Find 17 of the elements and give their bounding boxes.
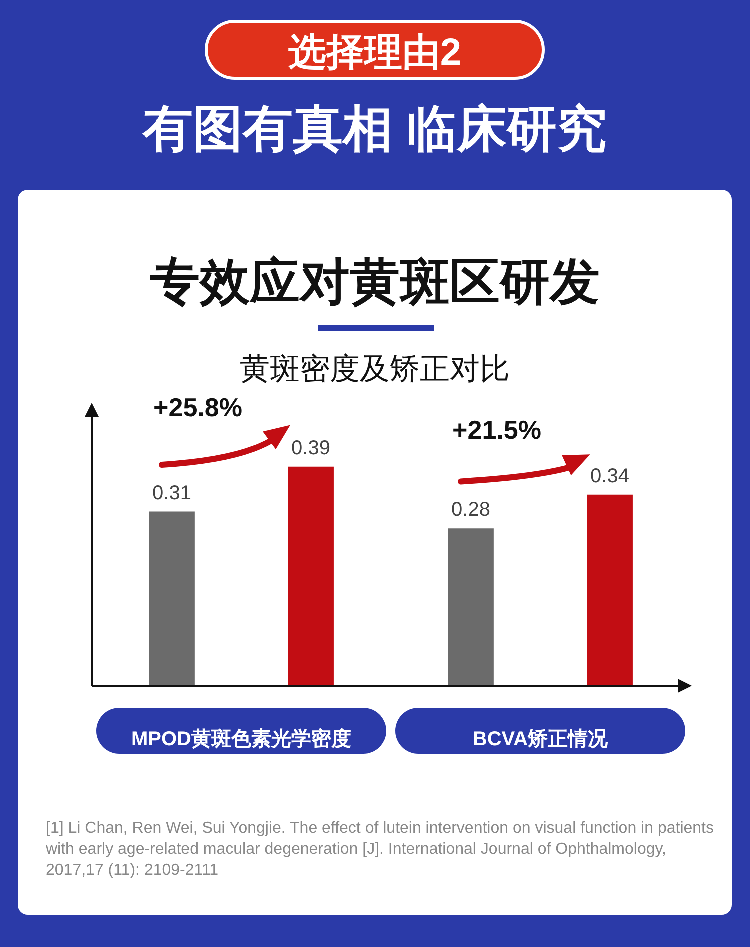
chart-subtitle: 黄斑密度及矫正对比 bbox=[239, 352, 511, 388]
x-tick-label: BCVA矫正情况 bbox=[472, 728, 610, 751]
bar bbox=[288, 466, 334, 686]
chart-title: 专效应对黄斑区研发 bbox=[149, 253, 601, 312]
x-tick-label: MPOD黄斑色素光学密度 bbox=[132, 728, 352, 751]
bar bbox=[448, 528, 494, 686]
data-label: 0.31 bbox=[152, 482, 192, 504]
text: 选择理由2 bbox=[205, 20, 545, 80]
bar bbox=[149, 512, 195, 686]
text: +21.5% bbox=[452, 414, 542, 445]
text: [1] Li Chan, Ren Wei, Sui Yongjie. The effect of lutein intervention on visual function in patients with early age-related macular degeneration [J]. International Journal of Ophthalmology, 2017,17 (11): 2109-2111 bbox=[46, 819, 715, 881]
data-label: 0.39 bbox=[292, 437, 330, 460]
data-label: 0.28 bbox=[452, 499, 490, 522]
text: +25.8% bbox=[154, 392, 242, 422]
bar bbox=[587, 494, 633, 686]
text: 有图有真相 临床研究 bbox=[141, 100, 608, 159]
data-label: 0.34 bbox=[590, 465, 630, 488]
